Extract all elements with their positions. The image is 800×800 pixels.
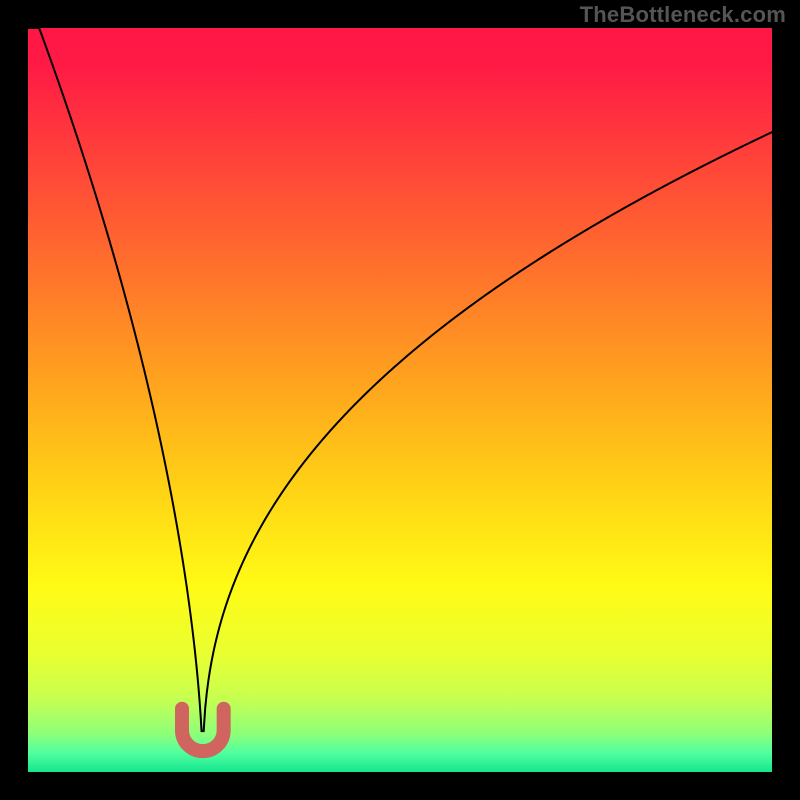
watermark-text: TheBottleneck.com <box>580 2 786 28</box>
chart-background <box>28 28 772 772</box>
chart-plot-area <box>28 28 772 772</box>
bottleneck-curve-chart <box>28 28 772 772</box>
outer-frame: TheBottleneck.com <box>0 0 800 800</box>
